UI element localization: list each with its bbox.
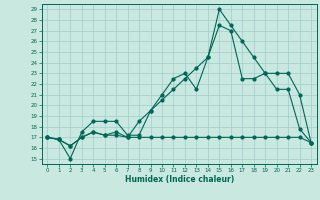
X-axis label: Humidex (Indice chaleur): Humidex (Indice chaleur) [124,175,234,184]
